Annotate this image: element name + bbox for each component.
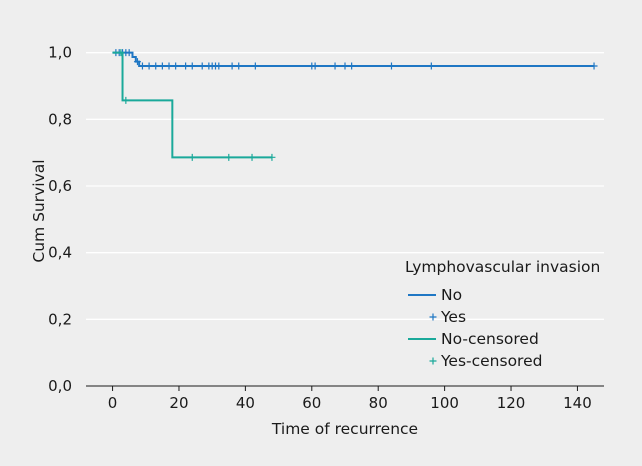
gridlines [86, 52, 604, 320]
y-tick-label-5: 1,0 [48, 44, 72, 62]
censor-mark-no-21 [251, 62, 259, 70]
axes: Time of recurrence Cum Survival [30, 159, 604, 438]
censor-mark-no-6 [138, 62, 146, 70]
censor-mark-no-7 [145, 62, 153, 70]
censor-mark-no-11 [172, 62, 180, 70]
censor-mark-no-8 [152, 62, 160, 70]
censor-mark-yes-3 [225, 153, 233, 161]
legend-label-3: Yes-censored [440, 352, 542, 370]
x-tick-label-5: 100 [430, 394, 459, 412]
censor-mark-yes-4 [248, 153, 256, 161]
censor-mark-no-18 [215, 62, 223, 70]
censor-mark-no-13 [188, 62, 196, 70]
legend-plus-swatch-3 [429, 357, 437, 365]
censor-mark-no-5 [133, 58, 141, 66]
legend-label-1: Yes [440, 308, 466, 326]
x-tick-label-7: 140 [563, 394, 592, 412]
legend-entry-1: Yes [429, 308, 466, 326]
censor-mark-no-12 [182, 62, 190, 70]
y-tick-label-0: 0,0 [48, 377, 72, 395]
legend-label-0: No [441, 286, 462, 304]
censor-mark-no-10 [165, 62, 173, 70]
censor-mark-no-23 [311, 62, 319, 70]
censor-mark-no-14 [198, 62, 206, 70]
series [112, 49, 598, 161]
censor-mark-no-28 [427, 62, 435, 70]
censor-mark-yes-1 [122, 96, 130, 104]
x-tick-label-2: 40 [236, 394, 255, 412]
x-tick-label-0: 0 [108, 394, 118, 412]
x-axis-title: Time of recurrence [271, 420, 418, 438]
y-tick-label-4: 0,8 [48, 110, 72, 128]
censor-mark-yes-5 [268, 153, 276, 161]
censor-mark-no-9 [158, 62, 166, 70]
legend-entries: No Yes No-censored Yes-censored [408, 286, 542, 370]
legend-entry-2: No-censored [408, 330, 539, 348]
legend-entry-3: Yes-censored [429, 352, 542, 370]
x-tick-label-1: 20 [169, 394, 188, 412]
legend-label-2: No-censored [441, 330, 539, 348]
censor-mark-yes-2 [188, 153, 196, 161]
legend: Lymphovascular invasion No Yes No-censored… [405, 258, 600, 370]
series-line-no [112, 51, 595, 67]
censor-mark-no-20 [235, 62, 243, 70]
censor-mark-no-26 [348, 62, 356, 70]
x-tick-label-3: 60 [302, 394, 321, 412]
censor-mark-no-29 [590, 62, 598, 70]
y-tick-label-1: 0,2 [48, 310, 72, 328]
x-tick-label-4: 80 [369, 394, 388, 412]
x-tick-label-6: 120 [497, 394, 526, 412]
y-tick-label-3: 0,6 [48, 177, 72, 195]
legend-title: Lymphovascular invasion [405, 258, 600, 276]
censor-mark-no-27 [387, 62, 395, 70]
y-tick-label-2: 0,4 [48, 244, 72, 262]
y-axis-title: Cum Survival [30, 159, 48, 262]
censor-mark-no-4 [125, 49, 133, 57]
censor-mark-no-25 [341, 62, 349, 70]
legend-entry-0: No [408, 286, 462, 304]
censor-mark-no-19 [228, 62, 236, 70]
legend-plus-swatch-1 [429, 313, 437, 321]
censor-mark-yes-0 [117, 49, 125, 57]
censor-mark-no-24 [331, 62, 339, 70]
tick-labels: 0 20 40 60 80 100 120 140 0,0 0,2 0,4 0,6 0,8 1,0 [48, 44, 592, 412]
